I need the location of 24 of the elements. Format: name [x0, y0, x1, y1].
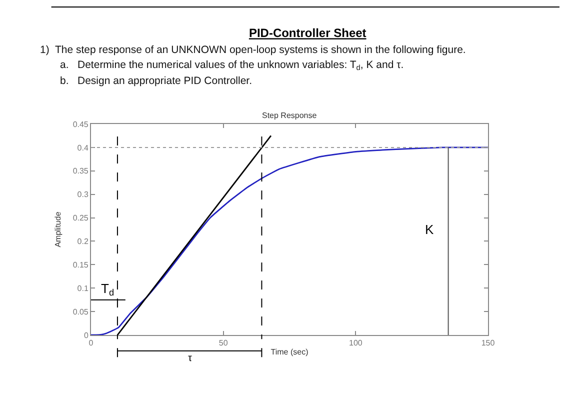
y-tick-label: 0.25 [72, 214, 89, 223]
line-series [91, 146, 488, 335]
annotation: T$_{d}$ [101, 281, 114, 298]
ref-line-label: K [425, 222, 434, 237]
x-tick-label: 100 [348, 338, 363, 348]
text: a. Determine the numerical values of the unknown variables: T$_{d}$, K and τ. [60, 59, 404, 72]
y-tick-label: 0.3 [77, 190, 89, 200]
y-tick-label: 0 [84, 330, 89, 340]
x-axis-title: Time (sec) [270, 348, 309, 357]
chart-title: PID-Controller Sheet [248, 26, 366, 40]
text: b. Design an appropriate PID Controller. [60, 75, 252, 87]
text: τ [188, 353, 192, 364]
y-tick-label: 0.1 [77, 284, 89, 293]
y-tick-label: 0.05 [72, 307, 89, 316]
x-tick-label: 50 [218, 338, 228, 348]
y-tick-label: 0.4 [77, 143, 89, 152]
y-tick-label: 0.2 [77, 237, 89, 246]
x-tick-label: 150 [481, 338, 496, 348]
text: 1) The step response of an UNKNOWN open-loop systems is shown in the following figure. [40, 44, 466, 56]
y-axis-title: Amplitude [54, 211, 63, 248]
y-tick-label: 0.45 [72, 120, 89, 129]
y-tick-label: 0.15 [72, 260, 89, 270]
y-tick-label: 0.35 [72, 166, 89, 176]
chart-subtitle: Step Response [262, 111, 318, 120]
